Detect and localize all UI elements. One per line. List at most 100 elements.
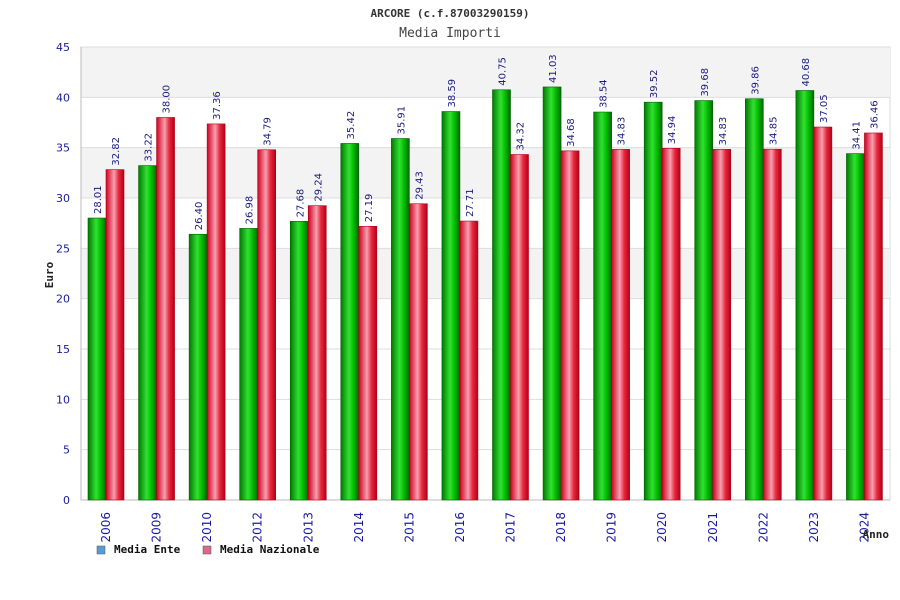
legend-swatch-media-ente <box>96 545 106 555</box>
chart-subtitle: Media Importi <box>399 26 501 41</box>
data-label: 34.79 <box>263 117 274 146</box>
data-label: 38.59 <box>447 79 458 108</box>
x-tick-label: 2014 <box>352 512 366 543</box>
y-tick-label: 25 <box>56 242 70 255</box>
bar-media-ente-2016 <box>441 111 461 501</box>
bar-media-nazionale-2010 <box>206 123 226 501</box>
bar-media-ente-2006 <box>87 217 107 501</box>
data-label: 34.41 <box>851 121 862 150</box>
chart-title: ARCORE (c.f.87003290159) <box>371 7 530 20</box>
x-tick-label: 2013 <box>301 512 315 543</box>
data-label: 29.43 <box>414 171 425 200</box>
x-tick-label: 2023 <box>807 512 821 543</box>
x-axis-label: Anno <box>863 528 890 541</box>
data-label: 34.83 <box>718 117 729 146</box>
bar-media-ente-2010 <box>188 233 208 501</box>
bar-media-nazionale-2018 <box>560 150 580 501</box>
data-label: 40.68 <box>801 58 812 87</box>
bar-media-nazionale-2023 <box>813 126 833 501</box>
y-axis-ticks: 0 5 10 15 20 25 30 35 40 45 <box>56 41 70 507</box>
data-label: 34.94 <box>667 116 678 145</box>
data-label: 39.86 <box>750 66 761 95</box>
y-tick-label: 0 <box>63 494 70 507</box>
x-tick-label: 2019 <box>605 512 619 543</box>
x-tick-label: 2006 <box>99 512 113 543</box>
bar-media-ente-2017 <box>492 89 511 501</box>
bar-media-ente-2018 <box>542 86 562 501</box>
x-tick-label: 2022 <box>756 512 770 543</box>
x-tick-label: 2012 <box>251 512 265 543</box>
data-label: 26.98 <box>245 196 256 225</box>
y-axis-label: Euro <box>43 261 56 288</box>
data-label: 34.83 <box>617 117 628 146</box>
y-tick-label: 35 <box>56 142 70 155</box>
bar-media-nazionale-2019 <box>611 149 630 501</box>
data-label: 41.03 <box>548 54 559 83</box>
bar-media-ente-2012 <box>239 228 258 501</box>
bar-media-nazionale-2006 <box>105 169 125 501</box>
bar-media-nazionale-2020 <box>661 147 681 501</box>
bars: 28.01 32.82 33.22 38.00 26.40 37.36 26.98 34.79… <box>87 54 883 501</box>
bar-media-ente-2014 <box>340 143 360 501</box>
bar-media-ente-2020 <box>643 101 663 501</box>
data-label: 40.75 <box>498 57 509 86</box>
x-tick-label: 2016 <box>453 512 467 543</box>
x-axis-ticks: 2006 2009 2010 2012 2013 2014 2015 2016 2017 2018… <box>99 512 871 543</box>
bar-media-ente-2013 <box>289 221 309 501</box>
x-tick-label: 2010 <box>200 512 214 543</box>
x-tick-label: 2018 <box>554 512 568 543</box>
data-label: 35.42 <box>346 111 357 140</box>
data-label: 35.91 <box>396 106 407 135</box>
bar-media-nazionale-2015 <box>409 203 428 501</box>
data-label: 37.36 <box>212 91 223 120</box>
data-label: 34.32 <box>516 122 527 151</box>
data-label: 38.00 <box>162 85 173 114</box>
legend-swatch-media-nazionale <box>202 545 212 555</box>
y-tick-label: 10 <box>56 393 70 406</box>
data-label: 39.52 <box>649 70 660 99</box>
data-label: 37.05 <box>819 94 830 123</box>
data-label: 38.54 <box>599 79 610 108</box>
y-tick-label: 30 <box>56 192 70 205</box>
y-tick-label: 15 <box>56 343 70 356</box>
x-tick-label: 2017 <box>504 512 518 543</box>
bar-media-nazionale-2022 <box>763 148 782 501</box>
bar-media-ente-2009 <box>138 165 157 501</box>
bar-media-ente-2024 <box>846 153 865 501</box>
bar-media-ente-2019 <box>593 111 612 501</box>
x-tick-label: 2009 <box>150 512 164 543</box>
bar-media-nazionale-2024 <box>864 132 883 501</box>
bar-media-ente-2015 <box>391 138 410 501</box>
bar-media-nazionale-2014 <box>358 225 378 501</box>
bar-media-nazionale-2009 <box>156 117 175 501</box>
bar-media-nazionale-2013 <box>307 205 327 501</box>
x-tick-label: 2015 <box>402 512 416 543</box>
y-tick-label: 40 <box>56 91 70 104</box>
data-label: 34.68 <box>566 118 577 147</box>
data-label: 27.19 <box>364 194 375 223</box>
bar-media-ente-2023 <box>795 90 815 501</box>
data-label: 29.24 <box>313 173 324 202</box>
data-label: 27.71 <box>465 188 476 217</box>
bar-media-nazionale-2017 <box>510 154 529 501</box>
data-label: 33.22 <box>144 133 155 162</box>
x-tick-label: 2021 <box>706 512 720 543</box>
bar-media-nazionale-2012 <box>257 149 276 501</box>
data-label: 39.68 <box>700 68 711 97</box>
y-tick-label: 45 <box>56 41 70 54</box>
legend-label-media-ente: Media Ente <box>114 543 181 556</box>
data-label: 34.85 <box>768 117 779 146</box>
data-label: 28.01 <box>93 185 104 214</box>
data-label: 36.46 <box>869 100 880 129</box>
x-tick-label: 2024 <box>857 512 871 543</box>
y-tick-label: 5 <box>63 444 70 457</box>
bar-media-ente-2022 <box>745 98 764 501</box>
grid-band <box>81 47 890 98</box>
x-tick-label: 2020 <box>655 512 669 543</box>
legend-label-media-nazionale: Media Nazionale <box>220 543 320 556</box>
data-label: 32.82 <box>111 137 122 166</box>
bar-media-nazionale-2021 <box>712 149 732 501</box>
bar-media-nazionale-2016 <box>459 220 479 501</box>
legend: Media Ente Media Nazionale <box>96 543 320 556</box>
